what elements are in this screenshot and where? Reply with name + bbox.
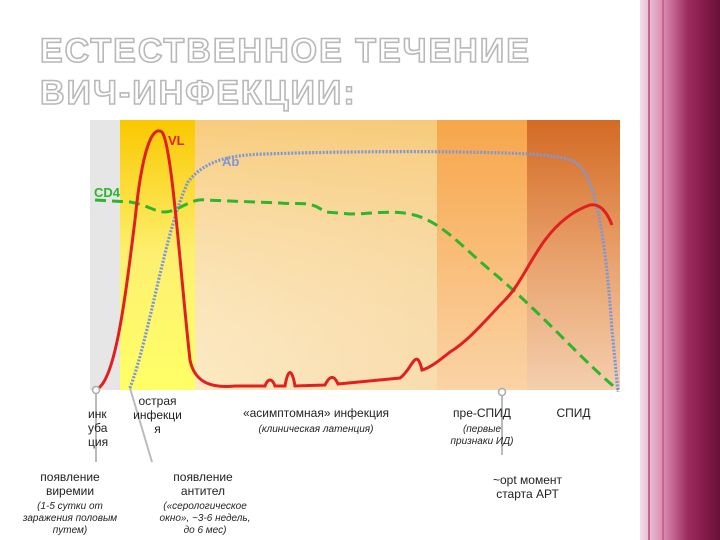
phase-acute-label: острая инфекци я [133, 394, 182, 436]
page-title: ЕСТЕСТВЕННОЕ ТЕЧЕНИЕ ВИЧ-ИНФЕКЦИИ: [39, 31, 531, 113]
phase-aids-label: СПИД [556, 406, 591, 420]
decorative-side-bar [640, 0, 720, 540]
viremia-marker [91, 385, 101, 395]
viremia-annotation: появление виремии [40, 470, 100, 498]
ab-curve [128, 150, 620, 393]
phase-asymptomatic-note: (клиническая латенция) [258, 424, 374, 435]
phase-asymptomatic-label: «асимптомная» инфекция [242, 406, 390, 420]
art-marker [497, 387, 507, 397]
cd4-curve [94, 198, 619, 392]
antibodies-note: («серологическое окно», ~3-6 недель, до … [159, 501, 251, 536]
antibodies-leader [129, 387, 153, 463]
art-annotation: ~opt момент старта АРТ [493, 473, 562, 501]
cd4-label: CD4 [94, 185, 121, 200]
vl-curve [94, 129, 614, 392]
phase-pre-aids-bg [437, 120, 527, 390]
viremia-note: (1-5 сутки от заражения половым путем) [22, 501, 118, 536]
antibodies-annotation: появление антител [173, 470, 233, 498]
phase-pre-aids-note: (первые признаки ИД) [450, 424, 514, 447]
phase-pre-aids-label: пре-СПИД [453, 406, 511, 420]
phase-aids-bg [527, 120, 620, 390]
phase-incubation-label: инк уба ция [88, 407, 109, 449]
ab-label: Ab [222, 154, 239, 169]
vl-label: VL [168, 133, 185, 148]
phase-acute-bg [120, 120, 195, 390]
